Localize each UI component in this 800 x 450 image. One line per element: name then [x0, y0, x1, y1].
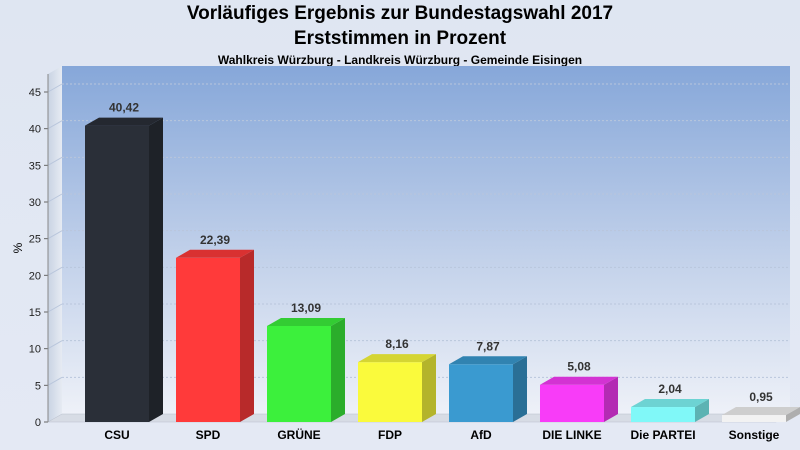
x-tick-label: SPD: [196, 428, 221, 442]
gridline-side: [47, 340, 63, 350]
bar: [449, 364, 513, 422]
y-tick-label: 25: [29, 234, 41, 246]
gridline-side: [47, 376, 63, 386]
gridline-side: [47, 266, 63, 276]
bar-top: [631, 399, 709, 408]
bar: [358, 362, 422, 422]
chart-location-subtitle: Wahlkreis Würzburg - Landkreis Würzburg …: [217, 53, 583, 67]
bar-top: [358, 354, 436, 363]
gridline-side: [47, 120, 63, 130]
bar: [540, 384, 604, 422]
bar-side: [786, 407, 800, 422]
x-tick-label: CSU: [104, 428, 129, 442]
x-tick-label: FDP: [378, 428, 402, 442]
x-tick-label: Die PARTEI: [630, 428, 695, 442]
bar-side: [695, 399, 709, 422]
bar-value-label: 22,39: [200, 233, 230, 247]
bar-value-label: 0,95: [749, 390, 773, 404]
y-tick-label: 15: [29, 307, 41, 319]
bar: [631, 407, 695, 422]
bar-value-label: 8,16: [385, 337, 409, 351]
bar-value-label: 2,04: [658, 382, 682, 396]
bar-top: [722, 407, 800, 416]
bar: [176, 257, 240, 422]
x-tick-label: Sonstige: [729, 428, 780, 442]
y-axis-label: %: [11, 242, 25, 253]
gridline-side: [47, 230, 63, 240]
bar-top: [540, 376, 618, 385]
gridline-side: [47, 83, 63, 93]
y-tick-label: 10: [29, 344, 41, 356]
chart-subtitle: Erststimmen in Prozent: [293, 28, 507, 49]
bar-side: [149, 117, 163, 422]
bar-top: [449, 356, 527, 365]
y-tick-label: 45: [29, 87, 41, 99]
bar-top: [176, 249, 254, 258]
plot-side-wall: [48, 66, 62, 422]
y-tick-label: 20: [29, 270, 41, 282]
bar-value-label: 7,87: [476, 339, 500, 353]
y-tick-label: 35: [29, 160, 41, 172]
bar: [267, 326, 331, 422]
bar-side: [240, 249, 254, 422]
bar-top: [85, 117, 163, 126]
gridline-side: [47, 193, 63, 203]
bar-value-label: 5,08: [567, 360, 591, 374]
bar-side: [513, 356, 527, 422]
bar: [85, 125, 149, 422]
bar-side: [331, 318, 345, 422]
bar: [722, 415, 786, 422]
y-tick-label: 40: [29, 124, 41, 136]
bar-value-label: 13,09: [291, 301, 321, 315]
x-tick-label: AfD: [470, 428, 492, 442]
chart-title: Vorläufiges Ergebnis zur Bundestagswahl …: [186, 3, 614, 24]
bar-side: [422, 354, 436, 422]
y-tick-label: 0: [35, 417, 41, 429]
bar-side: [604, 376, 618, 422]
gridline-side: [47, 156, 63, 166]
x-tick-label: DIE LINKE: [542, 428, 601, 442]
bar-top: [267, 318, 345, 327]
y-tick-label: 5: [35, 380, 41, 392]
gridline-side: [47, 303, 63, 313]
y-tick-label: 30: [29, 197, 41, 209]
x-tick-label: GRÜNE: [277, 427, 320, 442]
bar-value-label: 40,42: [109, 101, 139, 115]
